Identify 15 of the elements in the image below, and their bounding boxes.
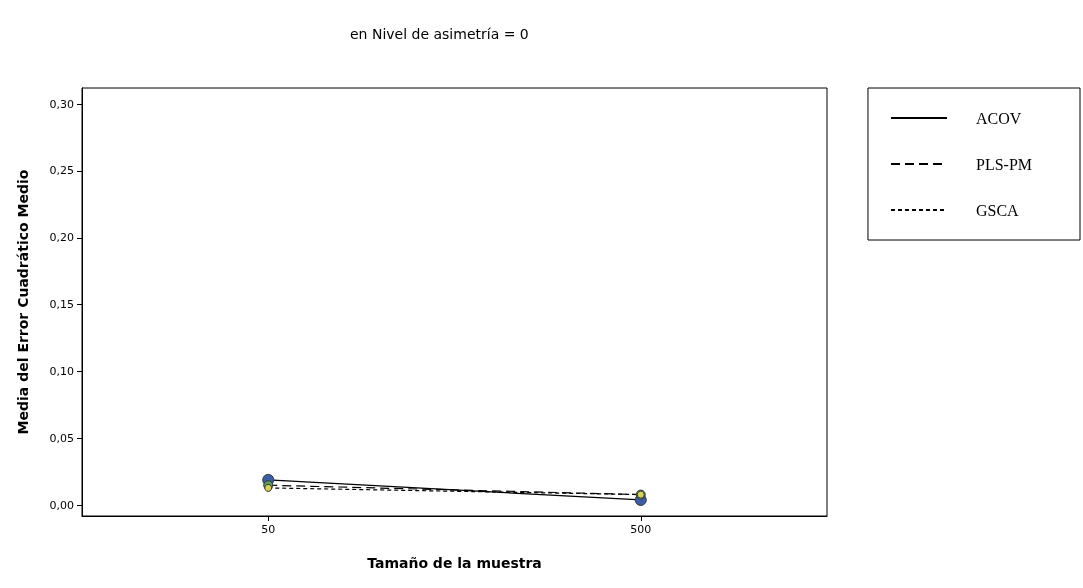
- y-tick-label: 0,00: [49, 498, 74, 512]
- y-tick-label: 0,25: [49, 164, 74, 178]
- chart-title: en Nivel de asimetría = 0: [350, 26, 529, 42]
- x-axis-title: Tamaño de la muestra: [367, 555, 542, 571]
- y-tick-label: 0,10: [49, 365, 74, 379]
- legend-label: ACOV: [975, 109, 1022, 127]
- legend-label: GSCA: [975, 201, 1020, 219]
- x-tick-label: 50: [261, 523, 276, 536]
- y-tick-label: 0,05: [49, 431, 74, 445]
- y-tick-label: 0,30: [49, 97, 74, 111]
- legend-label: PLS-PM: [975, 155, 1033, 173]
- y-tick-label: 0,20: [49, 231, 74, 245]
- y-tick-label: 0,15: [49, 298, 74, 312]
- x-tick-label: 500: [630, 523, 652, 536]
- y-axis-title: Media del Error Cuadrático Medio: [15, 169, 31, 435]
